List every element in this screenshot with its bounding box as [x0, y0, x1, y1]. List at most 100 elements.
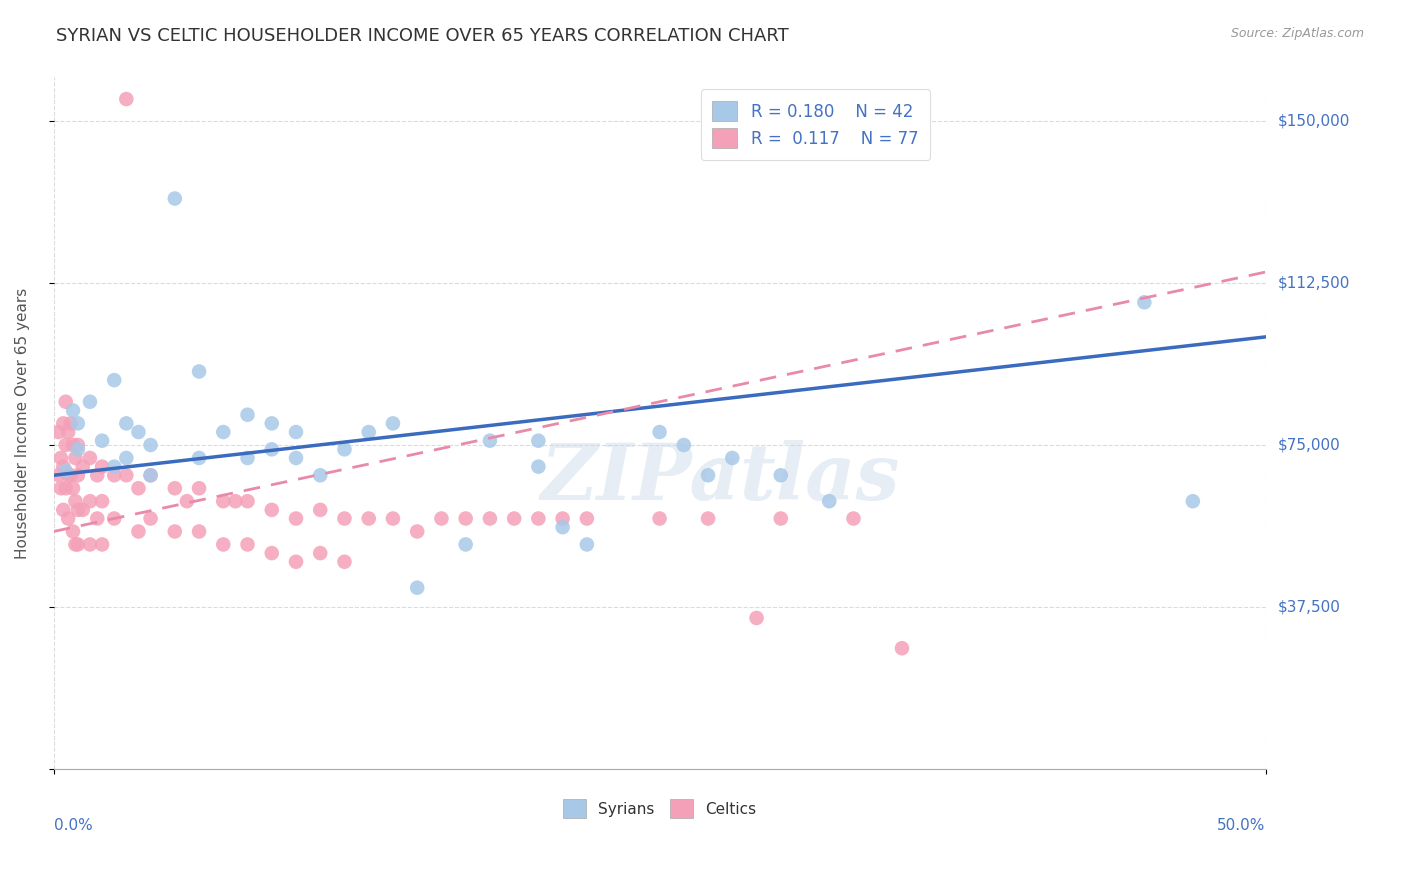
Point: [52, 503, 75, 517]
Y-axis label: Householder Income Over 65 years: Householder Income Over 65 years: [15, 288, 30, 559]
Point: [86, 468, 108, 483]
Point: [551, 520, 574, 534]
Point: [260, 417, 283, 431]
Point: [478, 434, 501, 448]
Point: [454, 511, 477, 525]
Point: [55, 481, 77, 495]
Point: [66, 503, 89, 517]
Point: [59, 417, 82, 431]
Point: [769, 511, 792, 525]
Point: [236, 450, 259, 465]
Point: [260, 503, 283, 517]
Point: [48, 425, 70, 439]
Point: [62, 481, 84, 495]
Point: [66, 468, 89, 483]
Point: [697, 511, 720, 525]
Point: [91, 494, 114, 508]
Point: [59, 468, 82, 483]
Point: [285, 425, 308, 439]
Point: [91, 434, 114, 448]
Point: [103, 373, 125, 387]
Point: [103, 468, 125, 483]
Text: SYRIAN VS CELTIC HOUSEHOLDER INCOME OVER 65 YEARS CORRELATION CHART: SYRIAN VS CELTIC HOUSEHOLDER INCOME OVER…: [56, 27, 789, 45]
Point: [66, 438, 89, 452]
Point: [212, 494, 235, 508]
Point: [527, 434, 550, 448]
Point: [406, 524, 429, 539]
Point: [127, 524, 149, 539]
Point: [65, 450, 87, 465]
Point: [48, 468, 70, 483]
Point: [115, 417, 138, 431]
Point: [357, 425, 380, 439]
Point: [163, 481, 186, 495]
Point: [55, 464, 77, 478]
Point: [381, 417, 404, 431]
Point: [551, 511, 574, 525]
Point: [55, 438, 77, 452]
Point: [62, 403, 84, 417]
Point: [86, 511, 108, 525]
Point: [49, 481, 72, 495]
Point: [66, 442, 89, 457]
Point: [260, 442, 283, 457]
Point: [769, 468, 792, 483]
Point: [91, 537, 114, 551]
Point: [721, 450, 744, 465]
Point: [176, 494, 198, 508]
Text: Source: ZipAtlas.com: Source: ZipAtlas.com: [1230, 27, 1364, 40]
Point: [139, 468, 162, 483]
Point: [527, 511, 550, 525]
Point: [285, 450, 308, 465]
Text: $75,000: $75,000: [1278, 437, 1340, 452]
Point: [139, 511, 162, 525]
Point: [115, 92, 138, 106]
Point: [333, 555, 356, 569]
Point: [188, 450, 211, 465]
Point: [236, 537, 259, 551]
Point: [406, 581, 429, 595]
Point: [1133, 295, 1156, 310]
Point: [55, 394, 77, 409]
Point: [163, 524, 186, 539]
Point: [309, 468, 332, 483]
Point: [65, 537, 87, 551]
Point: [381, 511, 404, 525]
Point: [454, 537, 477, 551]
Text: $112,500: $112,500: [1278, 276, 1350, 290]
Point: [188, 481, 211, 495]
Point: [56, 425, 79, 439]
Point: [52, 459, 75, 474]
Point: [260, 546, 283, 560]
Point: [188, 364, 211, 378]
Text: ZIPatlas: ZIPatlas: [540, 441, 900, 517]
Point: [56, 468, 79, 483]
Point: [236, 408, 259, 422]
Point: [648, 425, 671, 439]
Point: [697, 468, 720, 483]
Point: [79, 450, 101, 465]
Point: [139, 468, 162, 483]
Point: [91, 459, 114, 474]
Point: [72, 459, 94, 474]
Legend: Syrians, Celtics: Syrians, Celtics: [557, 793, 762, 824]
Point: [62, 524, 84, 539]
Point: [103, 511, 125, 525]
Text: $150,000: $150,000: [1278, 113, 1350, 128]
Point: [648, 511, 671, 525]
Point: [430, 511, 453, 525]
Point: [139, 438, 162, 452]
Point: [188, 524, 211, 539]
Point: [103, 459, 125, 474]
Point: [527, 459, 550, 474]
Point: [79, 537, 101, 551]
Point: [66, 417, 89, 431]
Point: [672, 438, 695, 452]
Point: [49, 450, 72, 465]
Point: [575, 511, 598, 525]
Point: [62, 438, 84, 452]
Point: [575, 537, 598, 551]
Point: [503, 511, 526, 525]
Point: [745, 611, 768, 625]
Point: [79, 494, 101, 508]
